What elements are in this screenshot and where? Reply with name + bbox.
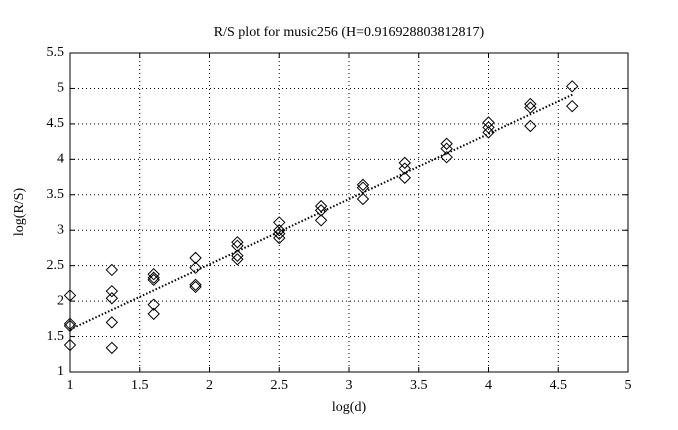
- point: [105, 341, 119, 355]
- point: [189, 280, 202, 294]
- point: [147, 267, 160, 281]
- x-tick-label: 4: [485, 378, 492, 393]
- point: [273, 224, 286, 237]
- point: [482, 116, 495, 129]
- point: [273, 231, 286, 245]
- point: [524, 119, 537, 133]
- point: [273, 227, 286, 240]
- point: [105, 263, 119, 277]
- point: [231, 239, 244, 253]
- point: [314, 204, 328, 217]
- point: [440, 137, 453, 150]
- point: [105, 284, 119, 298]
- point: [63, 289, 77, 302]
- point: [231, 249, 244, 262]
- point: [398, 162, 412, 175]
- point: [147, 307, 160, 321]
- point: [189, 251, 202, 265]
- point: [440, 150, 453, 164]
- point: [524, 97, 537, 111]
- point: [231, 236, 244, 249]
- y-tick-label: 2: [57, 293, 64, 308]
- x-tick-label: 3.5: [410, 378, 428, 393]
- y-tick-label: 5: [57, 81, 64, 96]
- y-tick-label: 1: [57, 364, 64, 379]
- point: [524, 101, 537, 114]
- chart-title: R/S plot for music256 (H=0.9169288038128…: [214, 25, 485, 40]
- y-tick-label: 3: [57, 222, 64, 237]
- y-tick-label: 3.5: [47, 187, 65, 202]
- point: [565, 80, 579, 93]
- point: [147, 273, 160, 287]
- point: [147, 298, 160, 311]
- y-tick-label: 5.5: [47, 45, 65, 60]
- point: [356, 192, 370, 206]
- y-tick-label: 4.5: [47, 116, 65, 131]
- point: [314, 214, 328, 227]
- point: [105, 316, 119, 329]
- x-tick-label: 3: [346, 378, 353, 393]
- y-tick-label: 1.5: [47, 329, 65, 344]
- point: [105, 292, 119, 305]
- point: [565, 99, 579, 113]
- point: [63, 319, 77, 333]
- point: [440, 142, 453, 155]
- point: [189, 261, 202, 275]
- x-tick-label: 1: [67, 378, 74, 393]
- point: [398, 171, 412, 184]
- x-axis-label: log(d): [332, 400, 367, 415]
- point: [63, 338, 77, 352]
- x-tick-label: 2.5: [271, 378, 289, 393]
- x-tick-label: 4.5: [550, 378, 568, 393]
- point: [398, 156, 412, 170]
- x-tick-label: 5: [625, 378, 632, 393]
- point: [356, 178, 370, 192]
- y-tick-label: 4: [57, 152, 64, 167]
- point: [231, 253, 244, 266]
- point: [189, 278, 202, 292]
- x-tick-label: 2: [206, 378, 213, 393]
- x-tick-label: 1.5: [131, 378, 149, 393]
- y-axis-label: log(R/S): [12, 188, 27, 237]
- plot-frame: [69, 52, 629, 373]
- point: [147, 271, 160, 284]
- y-tick-label: 2.5: [47, 258, 65, 273]
- point: [482, 126, 495, 139]
- fit-line: [69, 93, 575, 331]
